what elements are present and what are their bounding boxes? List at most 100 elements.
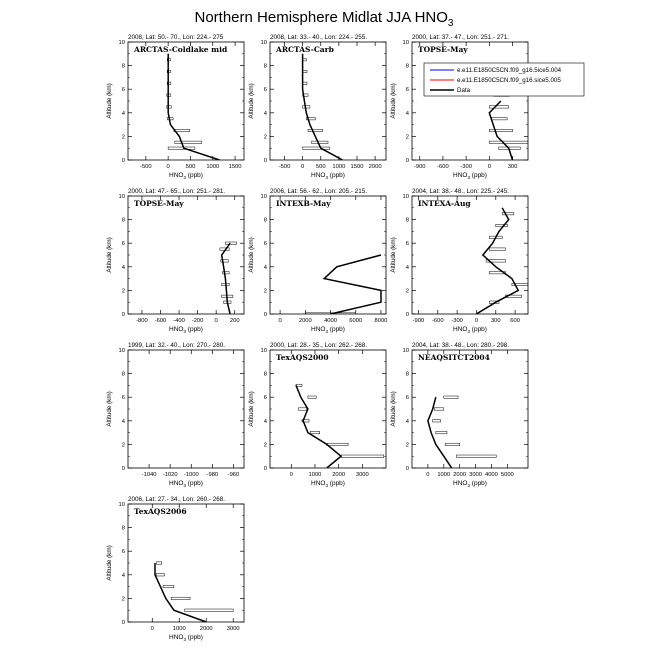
- x-axis-label-sub: 3: [467, 175, 470, 180]
- x-tick-label: 4000: [485, 472, 498, 478]
- data-box: [309, 431, 320, 435]
- x-axis-label: HNO3 (ppb): [169, 172, 203, 180]
- y-axis-label: Altitude (km): [248, 83, 255, 118]
- data-line: [488, 100, 514, 160]
- data-box: [489, 105, 509, 109]
- x-axis-label-sub: 3: [183, 483, 186, 488]
- y-axis-label: Altitude (km): [390, 83, 397, 118]
- panel-location: 1999, Lat: 32.- 40., Lon: 270.- 280.: [128, 342, 225, 349]
- y-tick-label: 6: [406, 395, 409, 401]
- y-tick-label: 10: [261, 348, 267, 354]
- data-layer: [154, 561, 234, 622]
- x-tick-label: 1500: [229, 164, 242, 170]
- panel-4: 2000, Lat: 47.- 65., Lon: 251.- 281. TOPS…: [106, 188, 245, 334]
- x-tick-label: 0: [488, 164, 491, 170]
- data-box: [302, 146, 331, 150]
- legend-label: Data: [457, 87, 471, 94]
- y-tick-label: 4: [406, 419, 410, 425]
- panel-location: 2008, Lat: 50.- 70., Lon: 224.- 275: [128, 34, 224, 41]
- panel-location: 2006, Lat: 56.- 62., Lon: 205.- 215.: [270, 188, 367, 195]
- panel-5: 2006, Lat: 56.- 62., Lon: 205.- 215. INTE…: [248, 188, 387, 334]
- y-axis-label: Altitude (km): [106, 83, 113, 118]
- panel-6: 2004, Lat: 38.- 48., Lon: 225.- 245. INTE…: [390, 188, 529, 334]
- data-box: [495, 224, 508, 227]
- y-tick-label: 8: [406, 64, 409, 70]
- x-tick-label: 3000: [227, 626, 240, 632]
- y-tick-label: 8: [122, 526, 125, 532]
- x-tick-label: -1000: [184, 472, 199, 478]
- x-axis-label-unit: (ppb): [328, 172, 345, 179]
- y-axis-label: Altitude (km): [248, 237, 255, 272]
- panel-2: 2008, Lat: 33.- 40., Lon: 224.- 255. ARCT…: [248, 34, 387, 180]
- y-tick-label: 8: [264, 218, 267, 224]
- data-box: [307, 129, 323, 132]
- y-tick-label: 6: [406, 241, 409, 247]
- data-box: [301, 419, 310, 423]
- data-box: [166, 105, 172, 109]
- panel-location: 2000, Lat: 37.- 47., Lon: 251.- 271.: [412, 34, 509, 41]
- y-tick-label: 6: [406, 87, 409, 93]
- x-tick-label: 8000: [375, 318, 388, 324]
- data-line: [476, 207, 520, 314]
- data-box: [445, 442, 460, 446]
- x-tick-label: -1020: [163, 472, 178, 478]
- y-tick-label: 10: [119, 348, 125, 354]
- x-tick-label: 2000: [332, 472, 345, 478]
- x-tick-label: -500: [140, 164, 152, 170]
- data-box: [307, 395, 317, 399]
- data-layer: [295, 383, 384, 468]
- data-line: [167, 53, 220, 160]
- y-tick-label: 6: [122, 549, 125, 555]
- x-axis-label-main: HNO: [311, 172, 325, 179]
- panel-campaign: INTEXB-May: [276, 199, 331, 208]
- x-tick-label: 1000: [309, 472, 322, 478]
- data-line: [154, 563, 207, 622]
- x-tick-label: 500: [186, 164, 196, 170]
- y-tick-label: 8: [122, 64, 125, 70]
- data-box: [489, 129, 513, 132]
- y-tick-label: 8: [122, 372, 125, 378]
- x-tick-label: 500: [316, 164, 326, 170]
- x-tick-label: 0: [278, 318, 281, 324]
- y-tick-label: 2: [122, 134, 125, 140]
- x-tick-label: -300: [460, 164, 472, 170]
- panel-1: 2008, Lat: 50.- 70., Lon: 224.- 275 ARCTA…: [106, 34, 245, 180]
- x-tick-label: 6000: [349, 318, 362, 324]
- y-tick-label: 4: [264, 265, 268, 271]
- x-tick-label: -980: [207, 472, 219, 478]
- x-axis-label-sub: 3: [183, 329, 186, 334]
- y-tick-label: 6: [264, 87, 267, 93]
- plot-frame: [269, 349, 387, 469]
- y-tick-label: 10: [403, 40, 409, 46]
- x-tick-label: 300: [508, 164, 518, 170]
- panel-3: 2000, Lat: 37.- 47., Lon: 251.- 271. TOPS…: [390, 34, 529, 180]
- data-box: [432, 419, 441, 423]
- plot-frame: [127, 503, 245, 623]
- panel-location: 2004, Lat: 38.- 48., Lon: 225.- 245.: [412, 188, 509, 195]
- x-tick-label: 5000: [501, 472, 514, 478]
- y-axis-label: Altitude (km): [106, 237, 113, 272]
- data-box: [489, 247, 506, 251]
- x-axis-label: HNO3 (ppb): [169, 326, 203, 334]
- data-box: [220, 259, 229, 263]
- x-axis-label-main: HNO: [169, 172, 183, 179]
- plot-frame: [411, 41, 529, 161]
- y-tick-label: 0: [264, 158, 267, 164]
- y-tick-label: 8: [406, 218, 409, 224]
- panel-7: 1999, Lat: 32.- 40., Lon: 270.- 280. 0 2 4 6…: [106, 342, 245, 488]
- legend-label: e.e11.E1850C5CN.f09_g16.sice5.005: [457, 77, 561, 84]
- x-axis-label-unit: (ppb): [470, 172, 487, 179]
- data-box: [222, 271, 230, 275]
- panel-9: 2004, Lat: 38.- 48., Lon: 280.- 298. NEAQ…: [390, 342, 529, 488]
- y-tick-label: 10: [119, 502, 125, 508]
- panel-location: 2000, Lat: 28.- 35., Lon: 262.- 268.: [270, 342, 367, 349]
- data-line: [301, 53, 343, 160]
- x-tick-label: 2000: [299, 318, 312, 324]
- data-box: [489, 271, 506, 275]
- x-tick-label: 4000: [324, 318, 337, 324]
- x-axis-label-unit: (ppb): [186, 480, 203, 487]
- y-tick-label: 8: [264, 64, 267, 70]
- x-tick-label: -960: [228, 472, 240, 478]
- x-axis-label-main: HNO: [311, 326, 325, 333]
